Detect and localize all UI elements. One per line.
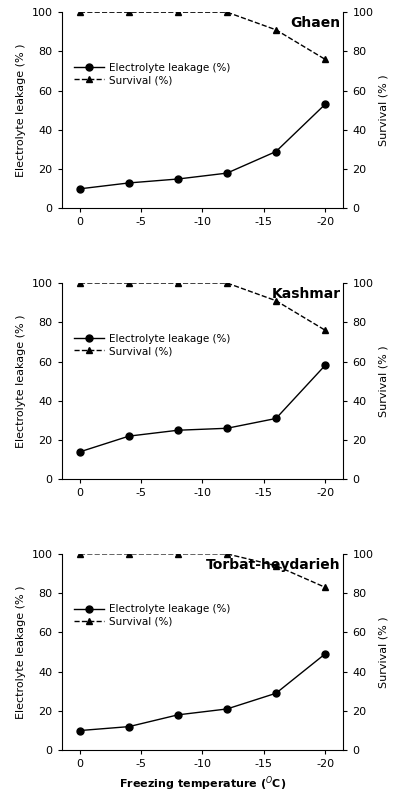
Y-axis label: Electrolyte leakage (% ): Electrolyte leakage (% ) [16, 44, 26, 177]
Survival (%) [127, 7, 131, 17]
Survival (%) [323, 325, 328, 335]
Line: Electrolyte leakage (%): Electrolyte leakage (%) [77, 650, 328, 734]
Electrolyte leakage (%) [175, 174, 180, 184]
Electrolyte leakage (%) [77, 447, 82, 457]
Text: Ghaen: Ghaen [291, 16, 341, 30]
Text: Torbat-heydarieh: Torbat-heydarieh [206, 558, 341, 572]
Electrolyte leakage (%) [127, 722, 131, 732]
Legend: Electrolyte leakage (%), Survival (%): Electrolyte leakage (%), Survival (%) [72, 332, 232, 358]
Survival (%) [127, 549, 131, 559]
Line: Electrolyte leakage (%): Electrolyte leakage (%) [77, 101, 328, 192]
Survival (%) [274, 25, 278, 35]
Electrolyte leakage (%) [274, 414, 278, 423]
Y-axis label: Electrolyte leakage (% ): Electrolyte leakage (% ) [16, 315, 26, 448]
Survival (%) [225, 278, 229, 288]
Survival (%) [127, 278, 131, 288]
Electrolyte leakage (%) [225, 423, 229, 433]
Y-axis label: Survival (% ): Survival (% ) [379, 75, 389, 146]
Survival (%) [175, 7, 180, 17]
Electrolyte leakage (%) [274, 147, 278, 157]
X-axis label: Freezing temperature ($^{O}$C): Freezing temperature ($^{O}$C) [119, 775, 286, 793]
Electrolyte leakage (%) [175, 710, 180, 719]
Survival (%) [225, 7, 229, 17]
Survival (%) [274, 561, 278, 571]
Survival (%) [175, 278, 180, 288]
Electrolyte leakage (%) [274, 689, 278, 698]
Line: Electrolyte leakage (%): Electrolyte leakage (%) [77, 362, 328, 455]
Survival (%) [274, 296, 278, 306]
Electrolyte leakage (%) [323, 100, 328, 109]
Electrolyte leakage (%) [77, 726, 82, 736]
Legend: Electrolyte leakage (%), Survival (%): Electrolyte leakage (%), Survival (%) [72, 61, 232, 88]
Survival (%) [77, 278, 82, 288]
Electrolyte leakage (%) [77, 184, 82, 194]
Electrolyte leakage (%) [175, 426, 180, 436]
Electrolyte leakage (%) [323, 649, 328, 659]
Electrolyte leakage (%) [225, 704, 229, 714]
Electrolyte leakage (%) [225, 168, 229, 178]
Y-axis label: Survival (% ): Survival (% ) [379, 616, 389, 688]
Text: Kashmar: Kashmar [272, 287, 341, 301]
Survival (%) [323, 54, 328, 64]
Electrolyte leakage (%) [127, 431, 131, 441]
Electrolyte leakage (%) [323, 361, 328, 371]
Survival (%) [77, 7, 82, 17]
Survival (%) [323, 582, 328, 592]
Y-axis label: Electrolyte leakage (% ): Electrolyte leakage (% ) [16, 586, 26, 719]
Survival (%) [77, 549, 82, 559]
Survival (%) [175, 549, 180, 559]
Line: Survival (%): Survival (%) [77, 551, 328, 590]
Y-axis label: Survival (% ): Survival (% ) [379, 345, 389, 417]
Line: Survival (%): Survival (%) [77, 280, 328, 333]
Survival (%) [225, 549, 229, 559]
Line: Survival (%): Survival (%) [77, 9, 328, 62]
Legend: Electrolyte leakage (%), Survival (%): Electrolyte leakage (%), Survival (%) [72, 603, 232, 629]
Electrolyte leakage (%) [127, 178, 131, 188]
